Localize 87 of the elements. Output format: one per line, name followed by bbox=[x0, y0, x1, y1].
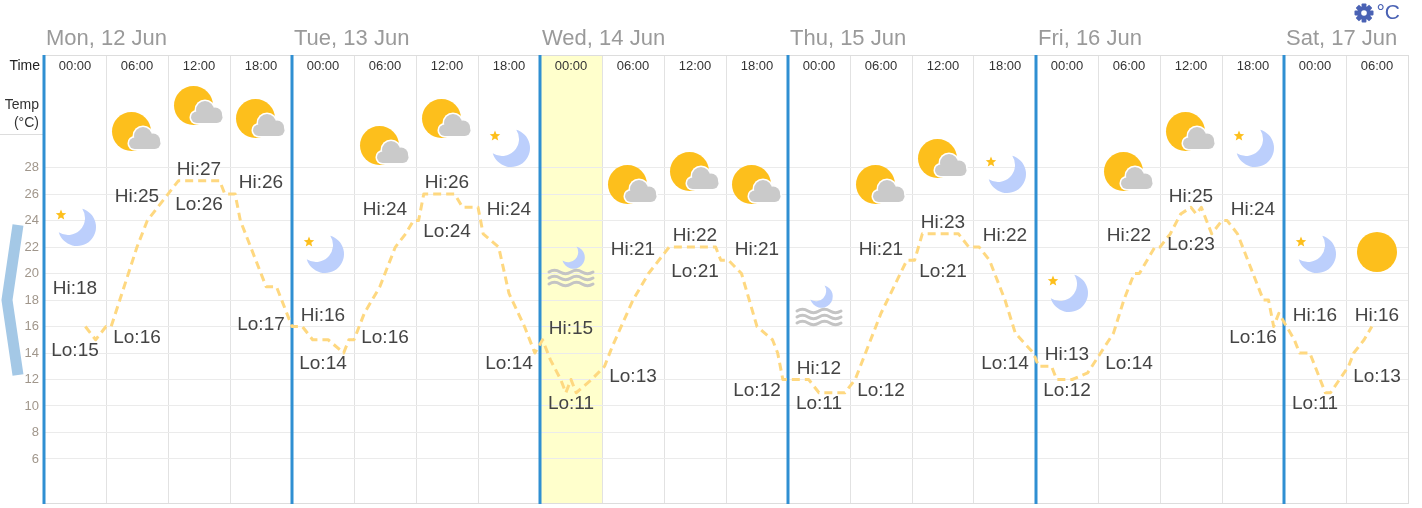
annotation: Lo:21 bbox=[919, 259, 967, 281]
x-tick-label: 00:00 bbox=[1050, 57, 1084, 73]
y-tick-label: 8 bbox=[31, 424, 39, 440]
annotation: Hi:25 bbox=[1168, 184, 1214, 206]
text: °C bbox=[1376, 0, 1400, 23]
x-tick-label: 12:00 bbox=[1174, 57, 1208, 73]
annotation: Lo:12 bbox=[733, 378, 781, 400]
annotation: Hi:18 bbox=[52, 277, 98, 298]
y-tick-label: 14 bbox=[24, 344, 39, 360]
x-tick-label: 12:00 bbox=[926, 57, 960, 73]
annotation: Lo:17 bbox=[237, 312, 285, 334]
y-axis-title: Temp (°C) bbox=[4, 95, 40, 130]
annotation: Lo:21 bbox=[671, 259, 719, 281]
annotation: Lo:24 bbox=[423, 219, 472, 241]
x-tick-label: 06:00 bbox=[616, 57, 650, 73]
annotation: Hi:27 bbox=[176, 158, 222, 180]
annotation: Hi:26 bbox=[238, 171, 284, 193]
y-tick-label: 12 bbox=[24, 371, 39, 387]
ref-line-label: Fri, 16 Jun bbox=[1038, 25, 1142, 50]
annotation: Hi:22 bbox=[1106, 224, 1152, 246]
ref-line-label: Thu, 15 Jun bbox=[790, 25, 907, 50]
y-tick-label: 20 bbox=[24, 265, 39, 281]
annotation: Hi:24 bbox=[362, 197, 408, 219]
annotation: Lo:13 bbox=[1353, 365, 1401, 387]
annotation: Hi:26 bbox=[424, 171, 470, 193]
annotation: Lo:11 bbox=[795, 391, 843, 413]
annotation: Lo:14 bbox=[485, 352, 534, 374]
x-tick-label: 18:00 bbox=[1236, 57, 1270, 73]
annotation: Lo:12 bbox=[857, 378, 905, 400]
annotation: Lo:13 bbox=[609, 365, 657, 387]
x-tick-label: 06:00 bbox=[1112, 57, 1146, 73]
x-tick-label: 18:00 bbox=[492, 57, 526, 73]
ref-line-label: Mon, 12 Jun bbox=[46, 25, 168, 50]
y-tick-label: 22 bbox=[24, 238, 39, 254]
annotation: Lo:15 bbox=[51, 339, 99, 360]
annotation: Lo:16 bbox=[113, 325, 161, 347]
x-tick-label: 06:00 bbox=[864, 57, 898, 73]
x-tick-label: 00:00 bbox=[58, 57, 92, 73]
x-tick-label: 18:00 bbox=[740, 57, 774, 73]
x-tick-label: 18:00 bbox=[988, 57, 1022, 73]
x-tick-label: 00:00 bbox=[1298, 57, 1332, 73]
annotation: Hi:25 bbox=[114, 184, 160, 206]
x-tick-label: 12:00 bbox=[430, 57, 464, 73]
ref-line-label: Tue, 13 Jun bbox=[294, 25, 410, 50]
annotation: Lo:16 bbox=[1229, 325, 1277, 347]
x-tick-label: 12:00 bbox=[678, 57, 712, 73]
x-tick-label: 00:00 bbox=[802, 57, 836, 73]
y-tick-label: 26 bbox=[24, 185, 39, 201]
x-axis-title: Time bbox=[9, 57, 41, 74]
annotation: Hi:21 bbox=[734, 237, 780, 259]
annotation: Lo:14 bbox=[299, 352, 348, 374]
annotation: Lo:23 bbox=[1167, 233, 1215, 255]
y-tick-label: 10 bbox=[24, 397, 39, 413]
y-tick-label: 18 bbox=[24, 291, 39, 307]
x-tick-label: 12:00 bbox=[182, 57, 216, 73]
annotation: Hi:22 bbox=[672, 224, 718, 246]
annotation: Hi:21 bbox=[858, 237, 904, 259]
annotation: Hi:23 bbox=[920, 211, 966, 233]
annotation: Hi:16 bbox=[300, 303, 346, 325]
annotation: Lo:14 bbox=[981, 352, 1030, 374]
annotation: Hi:24 bbox=[1230, 197, 1276, 219]
annotation: Hi:16 bbox=[1292, 303, 1338, 325]
annotation: Hi:16 bbox=[1354, 303, 1400, 325]
annotation: Hi:24 bbox=[486, 197, 532, 219]
annotation: Lo:12 bbox=[1043, 378, 1091, 400]
y-tick-label: 28 bbox=[24, 159, 39, 175]
y-tick-label: 6 bbox=[31, 450, 39, 466]
x-tick-label: 00:00 bbox=[306, 57, 340, 73]
annotation: Lo:11 bbox=[547, 391, 595, 413]
annotation: Hi:22 bbox=[982, 224, 1028, 246]
y-tick-label: 16 bbox=[24, 318, 39, 334]
ref-line-label: Wed, 14 Jun bbox=[542, 25, 666, 50]
annotation: Lo:11 bbox=[1291, 391, 1339, 413]
annotation: Hi:21 bbox=[610, 237, 656, 259]
annotation: Lo:14 bbox=[1105, 352, 1154, 374]
annotation: Hi:15 bbox=[548, 317, 594, 338]
y-tick-label: 24 bbox=[24, 212, 39, 228]
annotation: Lo:26 bbox=[175, 193, 223, 215]
ref-line-label: Sat, 17 Jun bbox=[1286, 25, 1398, 50]
x-tick-label: 18:00 bbox=[244, 57, 278, 73]
annotation: Lo:16 bbox=[361, 325, 409, 347]
x-tick-label: 00:00 bbox=[554, 57, 588, 73]
x-tick-label: 06:00 bbox=[120, 57, 154, 73]
annotation: Hi:13 bbox=[1044, 343, 1090, 365]
x-tick-label: 06:00 bbox=[1360, 57, 1394, 73]
x-tick-label: 06:00 bbox=[368, 57, 402, 73]
annotation: Hi:12 bbox=[796, 356, 842, 378]
